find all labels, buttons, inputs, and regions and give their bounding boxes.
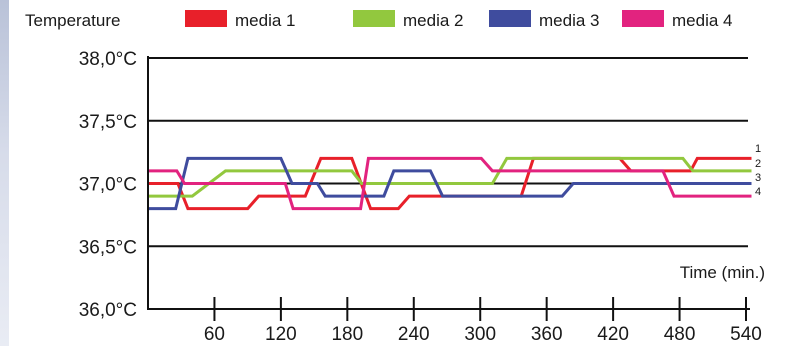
x-tick-label-480: 480 — [664, 324, 696, 345]
x-tick-label-120: 120 — [265, 324, 297, 345]
axes — [147, 56, 750, 321]
y-tick-label-3: 37,5°C — [79, 112, 137, 133]
series-end-label-2: 2 — [755, 158, 761, 170]
legend-label-2: media 2 — [403, 11, 463, 30]
x-tick-label-540: 540 — [730, 324, 762, 345]
legend-swatch-4 — [622, 10, 664, 27]
x-tick-label-60: 60 — [204, 324, 225, 345]
legend-swatch-2 — [353, 10, 395, 27]
legend-label-1: media 1 — [235, 11, 295, 30]
legend-swatch-1 — [185, 10, 227, 27]
legend-label-3: media 3 — [539, 11, 599, 30]
y-tick-label-2: 37,0°C — [79, 175, 137, 196]
x-axis-label: Time (min.) — [680, 263, 765, 282]
grid-lines — [148, 57, 748, 248]
left-edge-strip — [0, 0, 9, 346]
y-tick-labels: 36,0°C 36,5°C 37,0°C 37,5°C 38,0°C — [79, 49, 137, 321]
y-tick-label-0: 36,0°C — [79, 300, 137, 321]
series-end-label-3: 3 — [755, 172, 761, 184]
series-line-media-3 — [148, 156, 752, 211]
series-line-media-2 — [148, 156, 752, 198]
x-tick-label-300: 300 — [464, 324, 496, 345]
legend-label-4: media 4 — [672, 11, 732, 30]
chart-title: Temperature — [25, 11, 120, 30]
legend-swatch-3 — [489, 10, 531, 27]
x-tick-label-180: 180 — [331, 324, 363, 345]
x-tick-label-360: 360 — [531, 324, 563, 345]
y-tick-label-1: 36,5°C — [79, 237, 137, 258]
x-tick-labels: 60 120 180 240 300 360 420 480 540 — [204, 324, 762, 345]
x-tick-label-240: 240 — [398, 324, 430, 345]
series-lines — [148, 156, 752, 211]
series-end-label-4: 4 — [755, 186, 761, 198]
legend: media 1 media 2 media 3 media 4 — [185, 10, 732, 30]
y-tick-label-4: 38,0°C — [79, 49, 137, 70]
x-tick-label-420: 420 — [597, 324, 629, 345]
series-end-labels: 1 2 3 4 — [755, 143, 761, 198]
series-line-media-4 — [148, 156, 752, 211]
series-end-label-1: 1 — [755, 143, 761, 155]
